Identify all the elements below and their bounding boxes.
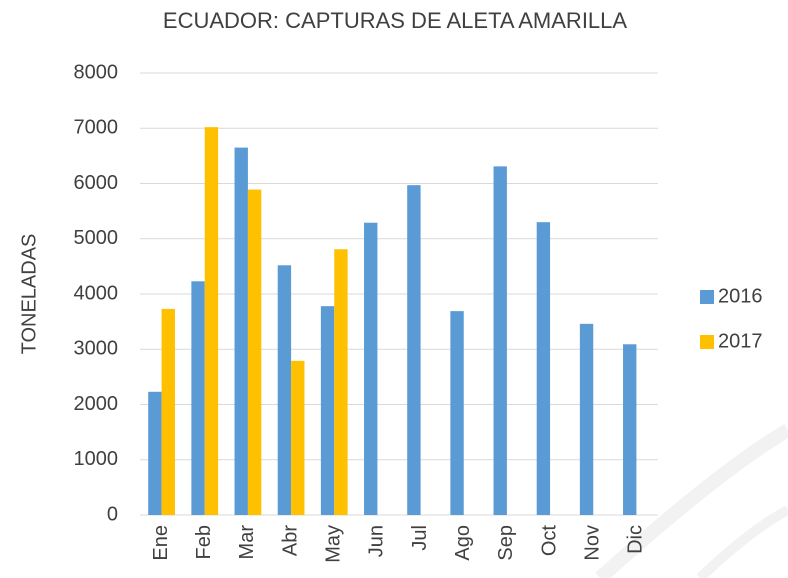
bar	[148, 391, 162, 515]
legend-label: 2017	[718, 330, 763, 352]
bar	[320, 306, 335, 515]
y-axis-label: TONELADAS	[18, 234, 40, 355]
bar	[247, 189, 262, 515]
x-tick-label: Ago	[452, 525, 474, 561]
bar	[291, 360, 305, 515]
bar	[161, 308, 175, 515]
y-tick-label: 2000	[74, 393, 119, 415]
x-tick-label: Oct	[538, 525, 560, 557]
y-tick-label: 0	[107, 503, 118, 525]
background-decoration	[696, 505, 788, 578]
bar	[191, 281, 205, 515]
bar	[450, 311, 464, 515]
bar	[493, 166, 507, 515]
bar	[407, 185, 421, 515]
bar	[623, 344, 637, 515]
legend-label: 2016	[718, 285, 763, 307]
y-tick-label: 4000	[74, 282, 119, 304]
x-tick-label: Sep	[495, 525, 517, 561]
x-tick-label: Jul	[409, 525, 431, 551]
x-tick-label: Ene	[150, 525, 172, 561]
y-tick-label: 7000	[74, 117, 119, 139]
background-decoration	[595, 423, 788, 578]
bar	[277, 265, 292, 515]
y-tick-label: 8000	[74, 61, 119, 83]
x-tick-label: Jun	[366, 525, 388, 557]
y-tick-label: 5000	[74, 227, 119, 249]
y-tick-label: 6000	[74, 172, 119, 194]
bar	[579, 323, 594, 515]
x-tick-label: Mar	[236, 525, 258, 560]
chart-title: ECUADOR: CAPTURAS DE ALETA AMARILLA	[163, 8, 627, 33]
x-tick-label: Nov	[582, 525, 604, 561]
bar	[364, 222, 378, 516]
bar	[204, 127, 219, 516]
x-tick-label: May	[323, 525, 345, 563]
x-tick-label: Feb	[193, 525, 215, 559]
x-tick-label: Dic	[625, 525, 647, 554]
bar	[536, 222, 551, 516]
legend-swatch	[700, 290, 714, 304]
bar	[234, 147, 248, 515]
legend-swatch	[700, 335, 714, 349]
y-tick-label: 1000	[74, 448, 119, 470]
y-tick-label: 3000	[74, 338, 119, 360]
bar	[334, 249, 348, 515]
x-tick-label: Abr	[279, 525, 301, 556]
